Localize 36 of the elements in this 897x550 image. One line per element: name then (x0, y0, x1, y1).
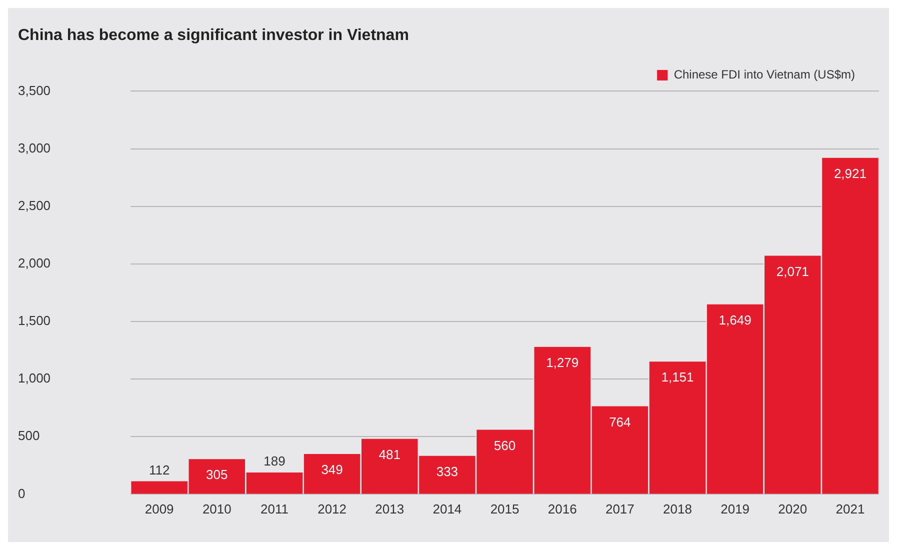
data-label: 2,071 (776, 264, 809, 279)
y-tick-label: 3,000 (18, 140, 51, 156)
x-tick-label: 2013 (375, 502, 404, 517)
x-tick-label: 2009 (144, 502, 174, 517)
x-tick-label: 2014 (432, 502, 462, 517)
x-tick-label: 2020 (778, 502, 808, 517)
y-tick-label: 2,000 (18, 255, 51, 270)
data-label: 1,649 (718, 312, 752, 328)
data-label: 764 (609, 414, 631, 430)
chart-title: China has become a significant investor in Vietnam (18, 27, 409, 44)
data-label: 305 (206, 467, 228, 482)
y-tick-label: 500 (18, 428, 40, 444)
x-tick-label: 2015 (490, 502, 520, 517)
y-tick-label: 3,500 (18, 82, 51, 98)
data-label: 1,151 (661, 370, 694, 385)
data-label: 481 (378, 446, 400, 462)
y-tick-label: 1,000 (18, 370, 51, 386)
x-tick-label: 2017 (605, 502, 634, 517)
x-tick-label: 2016 (548, 502, 577, 517)
legend-label: Chinese FDI into Vietnam (US$m) (674, 68, 856, 82)
x-tick-label: 2018 (663, 502, 692, 517)
x-tick-label: 2019 (720, 502, 750, 517)
x-tick-label: 2010 (202, 502, 232, 517)
x-tick-label: 2012 (318, 502, 347, 517)
data-label: 189 (264, 454, 286, 469)
data-label: 112 (148, 462, 170, 478)
y-tick-label: 1,500 (18, 313, 51, 328)
x-tick-label: 2021 (836, 502, 865, 517)
data-label: 2,921 (834, 166, 866, 181)
data-label: 1,279 (546, 355, 579, 370)
data-label: 349 (321, 462, 343, 478)
y-tick-label: 0 (18, 486, 26, 501)
data-label: 333 (436, 464, 458, 479)
y-tick-label: 2,500 (18, 198, 51, 213)
data-label: 560 (494, 438, 516, 453)
x-tick-label: 2011 (260, 502, 288, 517)
